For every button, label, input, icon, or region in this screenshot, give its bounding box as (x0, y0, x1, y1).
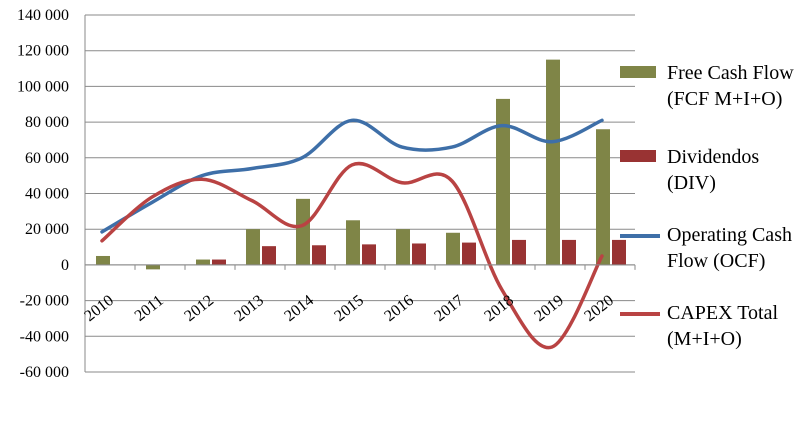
y-tick-label: -20 000 (20, 293, 69, 310)
bars (96, 59, 626, 270)
y-tick-label: 100 000 (17, 78, 69, 95)
x-tick-label: 2017 (431, 292, 467, 325)
bar-fcf (246, 229, 260, 265)
bar-fcf (196, 259, 210, 265)
bar-fcf (296, 198, 310, 265)
x-tick-label: 2013 (231, 292, 267, 325)
bar-div (262, 246, 276, 265)
x-tick-label: 2015 (331, 292, 367, 325)
axes (84, 15, 636, 372)
line-capex (100, 161, 604, 350)
x-tick-label: 2014 (281, 292, 317, 325)
y-tick-label: 140 000 (17, 7, 69, 24)
y-tick-label: 0 (61, 257, 69, 274)
legend-label-capex: CAPEX Total (M+I+O) (667, 302, 779, 350)
y-tick-label: 40 000 (25, 186, 69, 203)
legend-swatch-div (620, 150, 656, 162)
y-tick-labels: 140 000 120 000 100 000 80 000 60 000 40 000 2… (17, 7, 69, 381)
x-tick-label: 2019 (531, 292, 567, 325)
bar-div (312, 245, 326, 265)
bar-div (562, 239, 576, 265)
x-tick-labels: 2010 2011 2012 2013 2014 2015 2016 2017 2018 2019… (81, 292, 617, 325)
bar-fcf (146, 264, 160, 270)
bar-div (362, 244, 376, 265)
y-tick-label: 120 000 (17, 43, 69, 60)
bar-fcf (546, 59, 560, 265)
x-tick-label: 2018 (481, 292, 517, 325)
bar-div (412, 243, 426, 265)
x-tick-label: 2020 (581, 292, 617, 325)
bar-div (612, 239, 626, 265)
gridlines (85, 14, 635, 373)
legend-label-fcf: Free Cash Flow (FCF M+I+O) (667, 62, 794, 110)
y-tick-label: 80 000 (25, 114, 69, 131)
legend-swatch-ocf (620, 234, 660, 238)
y-tick-label: -60 000 (20, 364, 69, 381)
x-tick-label: 2010 (81, 292, 117, 325)
x-tick-label: 2011 (132, 292, 167, 325)
x-tick-label: 2012 (181, 292, 217, 325)
bar-div (462, 242, 476, 265)
y-tick-label: 60 000 (25, 150, 69, 167)
bar-fcf (446, 232, 460, 265)
legend-swatch-fcf (620, 66, 656, 78)
y-tick-label: 20 000 (25, 221, 69, 238)
bar-fcf (596, 129, 610, 265)
bar-div (212, 259, 226, 265)
line-ocf (100, 118, 604, 234)
bar-fcf (396, 229, 410, 265)
bar-fcf (496, 98, 510, 265)
bar-div (512, 239, 526, 265)
bar-fcf (96, 255, 110, 265)
bar-fcf (346, 220, 360, 265)
x-tick-label: 2016 (381, 292, 417, 325)
legend-label-div: Dividendos (DIV) (667, 146, 760, 194)
legend-label-ocf: Operating Cash Flow (OCF) (667, 224, 792, 272)
series-lines (100, 118, 604, 350)
legend-swatch-capex (620, 312, 660, 316)
y-tick-label: -40 000 (20, 328, 69, 345)
